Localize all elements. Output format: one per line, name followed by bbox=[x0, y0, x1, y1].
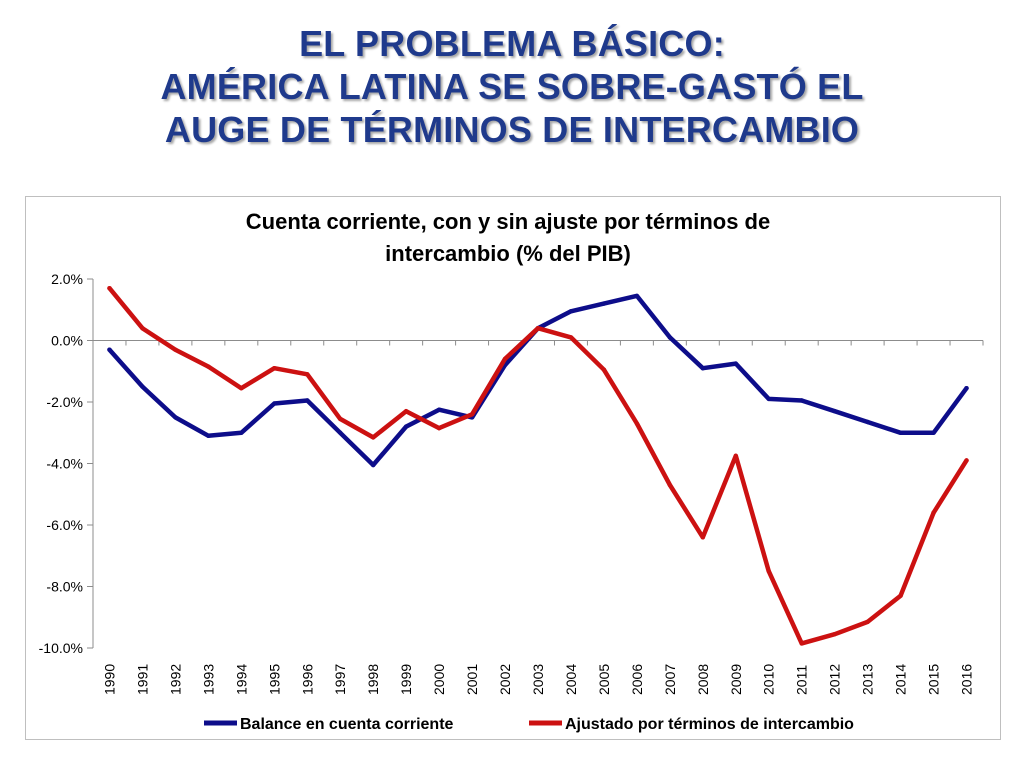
legend-label-balance: Balance en cuenta corriente bbox=[240, 716, 454, 733]
data-point-adjusted bbox=[206, 364, 211, 369]
data-point-balance bbox=[305, 398, 310, 403]
data-point-balance bbox=[898, 430, 903, 435]
y-tick-label: 0.0% bbox=[51, 333, 83, 349]
x-tick-label: 2003 bbox=[530, 664, 546, 695]
data-point-adjusted bbox=[700, 535, 706, 540]
data-point-balance bbox=[272, 401, 277, 406]
y-tick-label: -8.0% bbox=[46, 579, 83, 595]
x-tick-label: 2012 bbox=[827, 664, 843, 695]
data-point-balance bbox=[173, 415, 178, 420]
series-line-balance bbox=[107, 293, 969, 468]
data-point-adjusted bbox=[305, 372, 310, 377]
data-point-balance bbox=[700, 365, 706, 371]
data-point-adjusted bbox=[832, 631, 837, 637]
line-chart: Cuenta corriente, con y sin ajuste por t… bbox=[39, 209, 984, 733]
data-point-adjusted bbox=[338, 416, 343, 422]
data-point-adjusted bbox=[667, 482, 673, 488]
data-point-balance bbox=[206, 433, 211, 439]
x-tick-label: 2016 bbox=[959, 664, 975, 695]
data-point-balance bbox=[370, 462, 376, 468]
x-tick-label: 2010 bbox=[761, 664, 777, 695]
y-tick-label: -2.0% bbox=[46, 394, 83, 410]
y-tick-label: -4.0% bbox=[46, 456, 83, 472]
data-point-adjusted bbox=[403, 409, 409, 414]
slide-title-line-1: EL PROBLEMA BÁSICO: bbox=[299, 23, 725, 64]
data-point-adjusted bbox=[931, 510, 936, 515]
data-point-balance bbox=[634, 293, 640, 299]
data-point-balance bbox=[733, 361, 738, 366]
x-tick-label: 2014 bbox=[893, 664, 909, 695]
data-point-adjusted bbox=[766, 568, 771, 574]
x-tick-label: 2006 bbox=[629, 664, 645, 695]
data-point-balance bbox=[667, 335, 673, 340]
data-point-adjusted bbox=[601, 367, 607, 372]
x-tick-label: 1993 bbox=[200, 664, 216, 695]
x-tick-label: 1990 bbox=[101, 664, 117, 695]
x-tick-label: 1994 bbox=[233, 664, 249, 695]
data-point-adjusted bbox=[865, 619, 870, 625]
x-tick-label: 2011 bbox=[794, 665, 810, 695]
data-point-adjusted bbox=[272, 365, 277, 371]
chart-legend: Balance en cuenta corriente Ajustado por… bbox=[204, 716, 854, 733]
data-point-adjusted bbox=[239, 385, 244, 391]
x-tick-label: 2004 bbox=[563, 664, 579, 695]
data-point-adjusted bbox=[799, 641, 804, 646]
x-tick-label: 1991 bbox=[134, 664, 150, 695]
data-point-balance bbox=[766, 396, 771, 402]
data-point-adjusted bbox=[436, 425, 442, 431]
data-point-adjusted bbox=[634, 421, 640, 426]
x-tick-label: 2008 bbox=[695, 664, 711, 695]
x-tick-label: 1995 bbox=[266, 664, 282, 695]
x-tick-label: 1999 bbox=[398, 664, 414, 695]
data-point-adjusted bbox=[173, 347, 178, 352]
y-tick-label: -10.0% bbox=[39, 640, 83, 656]
data-point-balance bbox=[403, 424, 409, 429]
data-point-balance bbox=[338, 430, 343, 435]
x-tick-label: 2002 bbox=[497, 664, 513, 695]
chart-frame: Cuenta corriente, con y sin ajuste por t… bbox=[25, 196, 1001, 740]
x-tick-label: 1992 bbox=[167, 664, 183, 695]
data-point-balance bbox=[436, 407, 442, 412]
data-point-balance bbox=[601, 301, 607, 306]
legend-label-adjusted: Ajustado por términos de intercambio bbox=[565, 716, 854, 733]
data-point-balance bbox=[107, 347, 112, 352]
data-point-adjusted bbox=[140, 326, 145, 331]
x-tick-label: 2015 bbox=[926, 664, 942, 695]
data-point-adjusted bbox=[964, 458, 969, 463]
x-tick-label: 2007 bbox=[662, 664, 678, 695]
x-tick-label: 1998 bbox=[365, 664, 381, 695]
data-point-adjusted bbox=[568, 335, 574, 340]
x-tick-label: 1996 bbox=[299, 664, 315, 695]
chart-title-line-2: intercambio (% del PIB) bbox=[385, 241, 631, 266]
data-point-adjusted bbox=[733, 453, 738, 459]
x-tick-label: 2013 bbox=[860, 664, 876, 695]
chart-title-line-1: Cuenta corriente, con y sin ajuste por t… bbox=[246, 209, 770, 234]
slide-title-line-2: AMÉRICA LATINA SE SOBRE-GASTÓ EL bbox=[160, 66, 864, 107]
data-point-balance bbox=[865, 419, 870, 425]
data-point-adjusted bbox=[502, 356, 508, 362]
data-point-adjusted bbox=[898, 593, 903, 598]
data-point-adjusted bbox=[370, 435, 376, 440]
slide-title-line-3: AUGE DE TÉRMINOS DE INTERCAMBIO bbox=[164, 109, 860, 150]
data-point-balance bbox=[799, 398, 804, 403]
data-point-adjusted bbox=[107, 286, 112, 291]
x-tick-label: 2001 bbox=[464, 664, 480, 695]
data-point-adjusted bbox=[535, 326, 541, 331]
data-point-balance bbox=[964, 385, 969, 391]
x-tick-label: 2009 bbox=[728, 664, 744, 695]
y-tick-label: -6.0% bbox=[46, 517, 83, 533]
data-point-adjusted bbox=[469, 412, 475, 417]
data-point-balance bbox=[568, 309, 574, 314]
slide-title: EL PROBLEMA BÁSICO: AMÉRICA LATINA SE SO… bbox=[0, 22, 1024, 151]
y-tick-label: 2.0% bbox=[51, 271, 83, 287]
series-line-adjusted bbox=[107, 285, 969, 646]
x-tick-label: 1997 bbox=[332, 664, 348, 695]
data-point-balance bbox=[931, 430, 936, 435]
x-tick-label: 2005 bbox=[596, 664, 612, 695]
x-tick-label: 2000 bbox=[431, 664, 447, 695]
data-point-balance bbox=[239, 430, 244, 435]
data-point-balance bbox=[140, 384, 145, 389]
data-point-balance bbox=[832, 409, 837, 414]
